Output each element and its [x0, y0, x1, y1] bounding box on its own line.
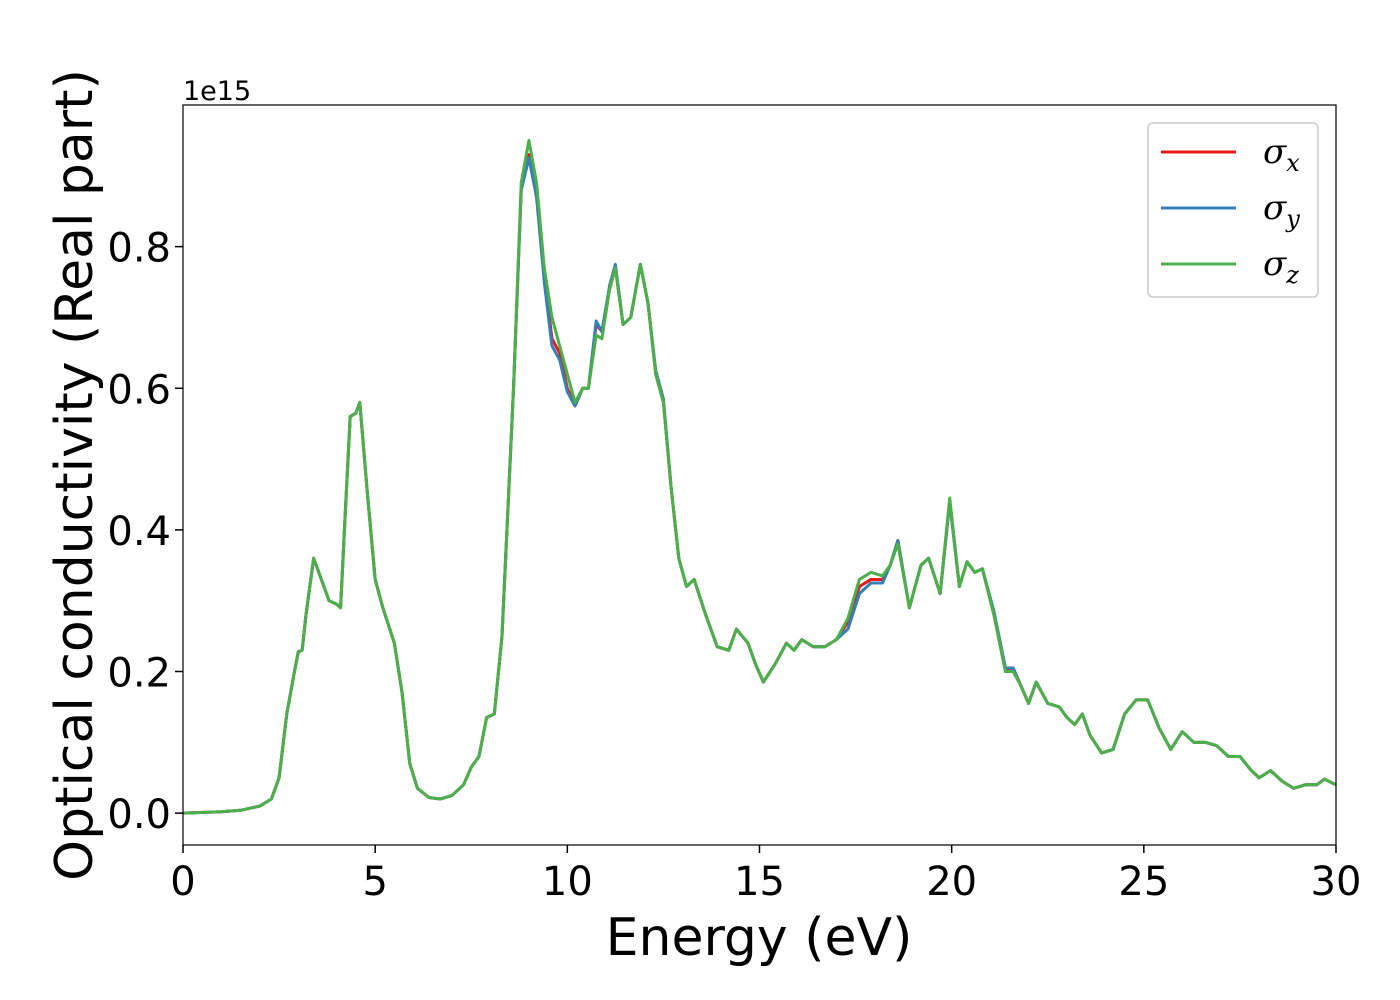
- x-tick-label: 5: [362, 859, 387, 905]
- legend-label: σy: [1263, 188, 1300, 233]
- y-tick-label: 0.2: [107, 651, 171, 697]
- y-tick-label: 0.8: [107, 226, 171, 272]
- x-tick-label: 20: [926, 859, 977, 905]
- y-tick-label: 0.6: [107, 367, 171, 413]
- series-line: [182, 138, 1337, 815]
- legend-label: σz: [1263, 244, 1299, 289]
- y-tick-label: 0.4: [107, 509, 171, 555]
- legend-box: [1147, 122, 1319, 298]
- offset-label: 1e15: [183, 76, 251, 107]
- y-tick-label: 0.0: [107, 792, 171, 838]
- x-tick-label: 25: [1118, 859, 1169, 905]
- x-tick-label: 15: [734, 859, 785, 905]
- x-axis-label: Energy (eV): [606, 908, 913, 968]
- legend-label: σx: [1263, 132, 1300, 177]
- x-tick-label: 0: [170, 859, 195, 905]
- plot-frame: [182, 104, 1337, 846]
- plot-area: [183, 105, 1336, 845]
- x-tick-label: 10: [542, 859, 593, 905]
- x-tick-label: 30: [1311, 859, 1362, 905]
- y-axis-label: Optical conductivity (Real part): [45, 69, 105, 881]
